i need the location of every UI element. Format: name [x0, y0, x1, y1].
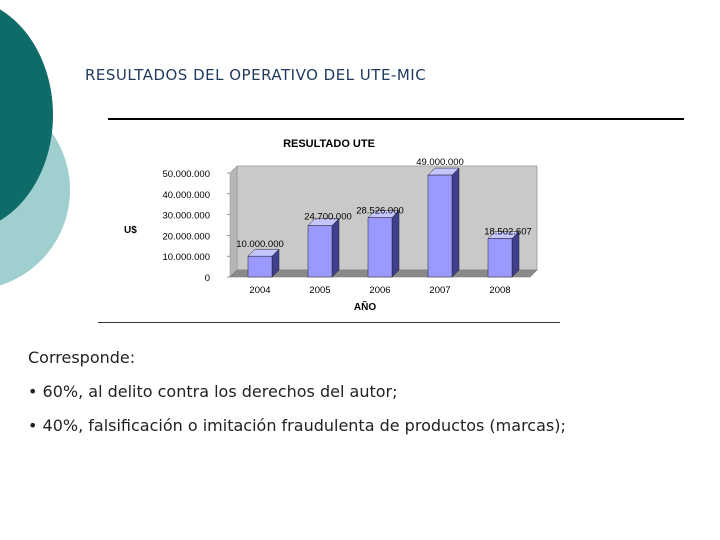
- chart-title: RESULTADO UTE: [283, 138, 375, 150]
- x-tick-label: 2008: [489, 285, 510, 296]
- y-tick-label: 10.000.000: [162, 252, 210, 263]
- data-label: 10.000.000: [236, 239, 284, 250]
- bar-side: [331, 218, 340, 278]
- y-tick-label: 40.000.000: [162, 190, 210, 201]
- body-intro: Corresponde:: [28, 348, 136, 367]
- data-label: 18.502.607: [484, 227, 532, 238]
- bar-side: [391, 210, 400, 278]
- x-tick-label: 2007: [429, 285, 450, 296]
- bar: [307, 225, 333, 278]
- title-divider: [108, 118, 684, 120]
- bar: [247, 255, 273, 278]
- y-tick-label: 20.000.000: [162, 231, 210, 242]
- data-label: 28.526.000: [356, 206, 404, 217]
- bar-side: [451, 167, 460, 278]
- decorative-circles: [0, 0, 110, 300]
- body-text: Corresponde: • 60%, al delito contra los…: [28, 348, 628, 450]
- bullet-item: • 60%, al delito contra los derechos del…: [28, 382, 398, 401]
- data-label: 49.000.000: [416, 157, 464, 168]
- chart-divider: [98, 322, 560, 323]
- bullet-item: • 40%, falsificación o imitación fraudul…: [28, 416, 566, 435]
- bar: [487, 238, 513, 278]
- dark-teal-circle: [0, 9, 53, 221]
- bar-chart: RESULTADO UTE 0 10.000.000 20.000.000 30.000…: [110, 130, 560, 315]
- y-axis-label: U$: [124, 225, 137, 236]
- bar: [427, 174, 453, 278]
- y-tick-label: 50.000.000: [162, 169, 210, 180]
- x-tick-label: 2005: [309, 285, 330, 296]
- bar-side: [511, 230, 520, 278]
- x-axis-label: AÑO: [354, 300, 376, 313]
- y-tick-label: 30.000.000: [162, 211, 210, 222]
- x-tick-label: 2004: [249, 285, 270, 296]
- slide-title: RESULTADOS DEL OPERATIVO DEL UTE-MIC: [85, 66, 427, 84]
- bar: [367, 217, 393, 278]
- plot-side-wall: [229, 165, 238, 278]
- data-label: 24.700.000: [304, 212, 352, 223]
- x-tick-label: 2006: [369, 285, 390, 296]
- y-tick-label: 0: [205, 273, 210, 284]
